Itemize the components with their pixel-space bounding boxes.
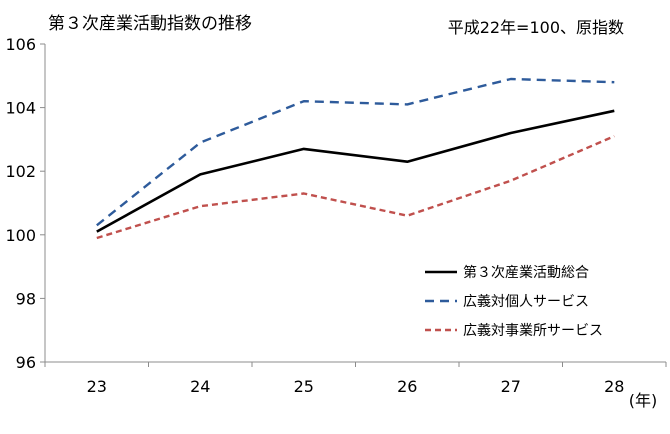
x-axis-unit: (年)	[629, 391, 658, 410]
legend-label: 第３次産業活動総合	[463, 264, 589, 281]
y-tick-label: 98	[16, 289, 36, 308]
x-tick-label: 28	[604, 377, 624, 396]
y-tick-label: 104	[5, 99, 36, 118]
x-tick-label: 25	[294, 377, 314, 396]
chart-note: 平成22年=100、原指数	[448, 18, 624, 37]
x-tick-label: 27	[501, 377, 521, 396]
series-line-2	[96, 135, 615, 240]
legend-label: 広義対事業所サービス	[463, 322, 603, 339]
x-tick-label: 24	[190, 377, 210, 396]
y-tick-label: 106	[5, 35, 36, 54]
series-line-0	[96, 109, 615, 233]
y-tick-label: 96	[16, 353, 36, 372]
y-tick-label: 100	[5, 226, 36, 245]
x-tick-label: 23	[87, 377, 107, 396]
axes: 96 98 100 102 104 106 23 24 25 26 27 28	[5, 35, 667, 396]
series-line-1	[96, 77, 615, 227]
x-tick-label: 26	[397, 377, 417, 396]
y-tick-label: 102	[5, 162, 36, 181]
legend-label: 広義対個人サービス	[463, 293, 589, 310]
series-layer	[96, 77, 615, 240]
chart-title: 第３次産業活動指数の推移	[48, 14, 252, 34]
